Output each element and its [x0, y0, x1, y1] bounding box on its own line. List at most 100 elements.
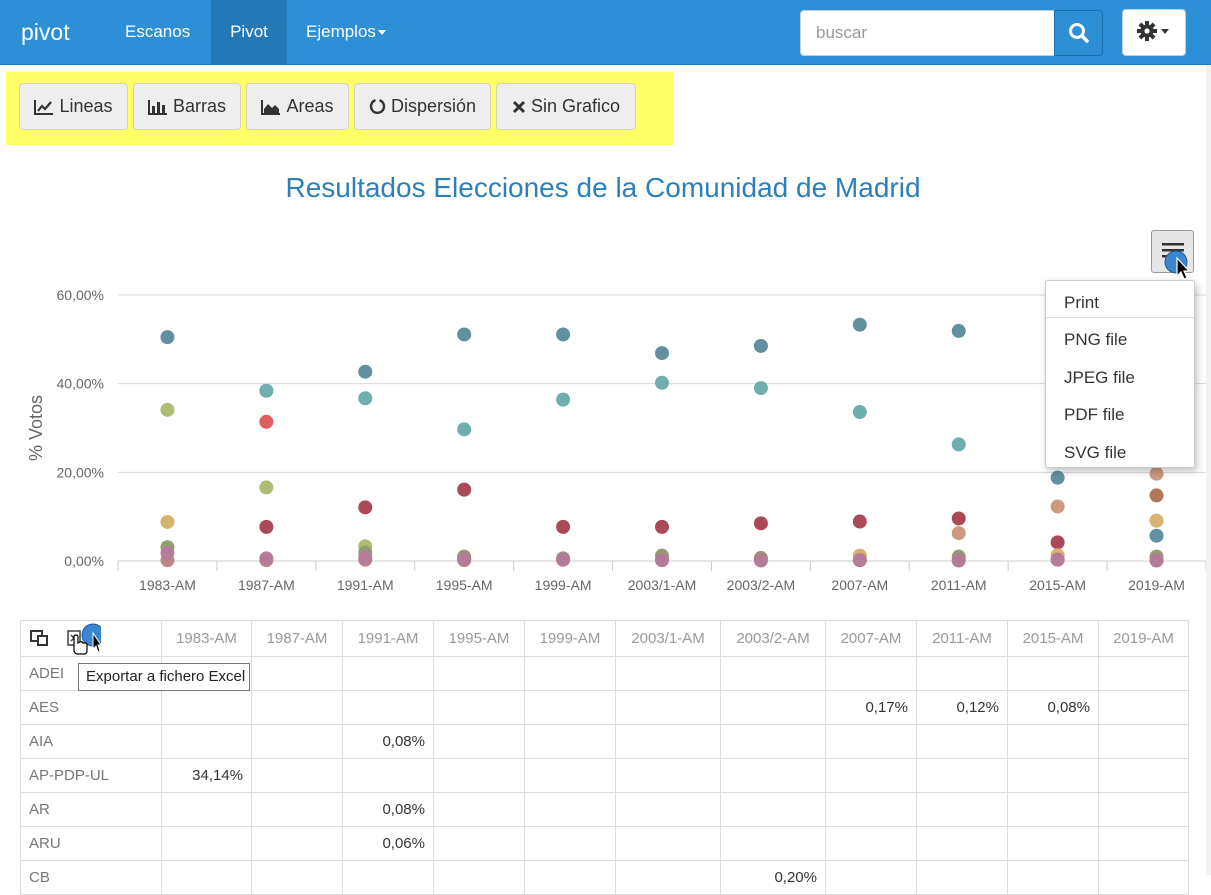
x-tick-label: 2011-AM [931, 577, 987, 593]
lines-button-label: Lineas [59, 96, 113, 116]
table-cell [251, 860, 343, 895]
scatter-point [1050, 535, 1065, 550]
table-cell [161, 724, 252, 759]
table-cell [916, 826, 1008, 861]
cursor-icon [1164, 250, 1190, 280]
table-cell [825, 792, 917, 827]
scatter-point [160, 402, 175, 417]
caret-down-icon [377, 30, 386, 36]
column-header[interactable]: 1983-AM [161, 620, 252, 657]
column-header[interactable]: 1995-AM [433, 620, 525, 657]
export-menu: Print PNG file JPEG file PDF file SVG fi… [1045, 280, 1195, 468]
column-header[interactable]: 1987-AM [251, 620, 343, 657]
line-chart-icon [34, 99, 54, 115]
table-corner [20, 620, 162, 657]
row-header: ARU [20, 826, 162, 861]
scatter-point [1149, 528, 1164, 543]
table-cell [524, 860, 616, 895]
scatter-point [753, 516, 768, 531]
settings-dropdown-button[interactable] [1122, 9, 1186, 56]
table-row: CB 0,20% [20, 860, 1189, 895]
scatter-point [1050, 499, 1065, 514]
table-cell [1007, 826, 1099, 861]
table-cell [524, 690, 616, 725]
scatter-point [160, 330, 175, 345]
nav-item-escanos[interactable]: Escanos [125, 22, 191, 41]
scatter-point [259, 519, 274, 534]
scatter-point [852, 553, 867, 568]
lines-button[interactable]: Lineas [19, 83, 128, 130]
scatter-point [556, 552, 571, 567]
table-cell [1098, 860, 1189, 895]
search-input[interactable] [800, 10, 1055, 56]
scatter-point [655, 519, 669, 534]
table-cell [251, 826, 343, 861]
column-header[interactable]: 2011-AM [916, 620, 1008, 657]
x-tick-label: 1983-AM [139, 577, 196, 593]
table-cell [342, 758, 434, 793]
export-print[interactable]: Print [1064, 293, 1099, 312]
export-png[interactable]: PNG file [1064, 330, 1128, 349]
scatter-point [655, 375, 669, 390]
row-header: AIA [20, 724, 162, 759]
column-header[interactable]: 2007-AM [825, 620, 917, 657]
table-cell [433, 690, 525, 725]
table-cell [433, 656, 525, 691]
table-cell [615, 860, 721, 895]
column-header[interactable]: 1991-AM [342, 620, 434, 657]
table-cell [825, 656, 917, 691]
table-cell [825, 826, 917, 861]
areas-button[interactable]: Areas [246, 83, 349, 130]
scatter-point [259, 551, 274, 566]
page-scrollbar[interactable] [1206, 65, 1211, 875]
scatter-point [259, 480, 274, 495]
export-svg[interactable]: SVG file [1064, 443, 1127, 462]
chart-title: Resultados Elecciones de la Comunidad de… [285, 172, 921, 203]
table-cell [916, 792, 1008, 827]
table-cell: 0,20% [720, 860, 826, 895]
bars-button[interactable]: Barras [133, 83, 241, 130]
scatter-point [655, 346, 669, 361]
table-cell [1098, 656, 1189, 691]
table-cell: 0,08% [342, 724, 434, 759]
scatter-point [160, 514, 175, 529]
search-button[interactable] [1054, 10, 1103, 56]
scatter-point [1050, 552, 1065, 567]
x-tick-label: 2003/2-AM [727, 577, 795, 593]
toggle-view-icon[interactable] [30, 630, 48, 646]
chart-type-toolbar: Lineas Barras Areas Dispersión Sin Grafi… [6, 72, 673, 145]
table-cell: 0,06% [342, 826, 434, 861]
column-header[interactable]: 2019-AM [1098, 620, 1189, 657]
export-pdf[interactable]: PDF file [1064, 405, 1125, 424]
scatter-point [556, 327, 571, 342]
row-header: AR [20, 792, 162, 827]
scatter-point [259, 383, 274, 398]
scatter-point [556, 392, 571, 407]
scatter-point [852, 514, 867, 529]
export-jpeg[interactable]: JPEG file [1064, 368, 1135, 387]
table-row: AES 0,17% 0,12% 0,08% [20, 690, 1189, 725]
scatter-point [753, 381, 768, 396]
table-cell [433, 826, 525, 861]
column-header[interactable]: 2003/1-AM [615, 620, 721, 657]
nav-item-ejemplos[interactable]: Ejemplos [287, 0, 405, 64]
brand-logo[interactable]: pivot [21, 19, 70, 45]
scatter-point [1149, 513, 1164, 528]
bar-chart-icon [147, 99, 167, 115]
table-cell [916, 758, 1008, 793]
table-cell [916, 656, 1008, 691]
nav-item-pivot[interactable]: Pivot [211, 0, 287, 64]
column-header[interactable]: 1999-AM [524, 620, 616, 657]
y-tick-label: 20,00% [57, 464, 104, 480]
x-tick-label: 2015-AM [1029, 577, 1086, 593]
no-chart-button[interactable]: Sin Grafico [496, 83, 636, 130]
scatter-button[interactable]: Dispersión [354, 83, 491, 130]
table-row: AR 0,08% [20, 792, 1189, 827]
scatter-button-label: Dispersión [390, 96, 477, 116]
row-header: CB [20, 860, 162, 895]
column-header[interactable]: 2003/2-AM [720, 620, 826, 657]
scatter-point [655, 553, 669, 568]
column-header[interactable]: 2015-AM [1007, 620, 1099, 657]
table-cell [1007, 758, 1099, 793]
table-cell [1098, 792, 1189, 827]
